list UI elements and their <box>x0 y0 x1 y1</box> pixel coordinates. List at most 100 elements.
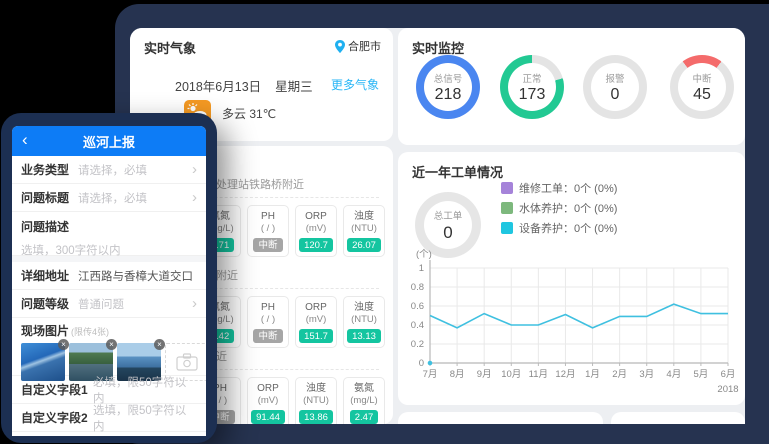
param-card: PH ( / ) 中断 <box>247 296 289 348</box>
station-title: 河处理站铁路桥附近 <box>205 179 304 191</box>
param-card: PH ( / ) 中断 <box>247 205 289 257</box>
dashboard-frame: 实时气象 合肥市 2018年6月13日 星期三 更多气象 <box>115 4 769 444</box>
workorder-panel: 近一年工单情况 总工单 0 维修工单：0个 (0%) 水体养护：0个 (0%) 设… <box>398 152 745 405</box>
site-photos-section: 现场图片 (限传4张) × × × <box>12 318 206 381</box>
param-value-badge: 2.47 <box>349 410 379 424</box>
more-weather-link[interactable]: 更多气象 <box>330 78 379 92</box>
chevron-right-icon: › <box>192 189 197 206</box>
field-label: 详细地址 <box>21 269 70 283</box>
remove-photo-icon[interactable]: × <box>106 339 117 350</box>
svg-text:0.8: 0.8 <box>411 282 424 293</box>
param-value-badge: 中断 <box>253 238 283 252</box>
param-unit: ( / ) <box>260 314 276 325</box>
field-custom-2[interactable]: 自定义字段2 选填，限50字符以内 <box>12 404 206 433</box>
param-name: 氨氮 <box>354 383 374 394</box>
param-unit: (NTU) <box>351 223 377 234</box>
field-label: 自定义字段1 <box>21 383 88 397</box>
remove-photo-icon[interactable]: × <box>154 339 165 350</box>
param-name: ORP <box>257 383 279 394</box>
param-name: PH <box>261 302 275 313</box>
field-address[interactable]: 详细地址 江西路与香樟大道交口 <box>12 262 206 290</box>
photo-thumbnail[interactable]: × <box>117 339 165 381</box>
svg-text:1月: 1月 <box>585 369 600 380</box>
field-issue-description[interactable]: 问题描述 选填，300字符以内 <box>12 212 206 257</box>
photos-label: 现场图片 <box>21 324 70 338</box>
param-value-badge: 13.13 <box>347 329 381 343</box>
svg-text:1: 1 <box>419 263 424 274</box>
partial-panel-left <box>398 412 603 424</box>
svg-text:10月: 10月 <box>501 369 521 380</box>
param-unit: ( / ) <box>260 223 276 234</box>
param-unit: (NTU) <box>351 314 377 325</box>
phone-header: ‹ 巡河上报 <box>12 126 206 156</box>
field-custom-1[interactable]: 自定义字段1 必填，限50字符以内 <box>12 376 206 405</box>
svg-text:11月: 11月 <box>529 369 548 380</box>
photo-thumbnail[interactable]: × <box>69 339 117 381</box>
field-label: 问题等级 <box>21 297 70 311</box>
param-value-badge: 26.07 <box>347 238 381 252</box>
donut-total-workorders: 总工单 0 <box>415 192 481 258</box>
svg-text:(个): (个) <box>416 249 432 260</box>
param-name: 浊度 <box>354 211 374 222</box>
param-card: ORP (mV) 91.44 <box>247 377 289 424</box>
param-name: 浊度 <box>354 302 374 313</box>
field-business-type[interactable]: 业务类型 请选择，必填 › <box>12 156 206 184</box>
legend-label: 设备养护：0个 (0%) <box>519 223 618 235</box>
param-unit: (mg/L) <box>350 395 378 406</box>
param-unit: (mV) <box>257 395 279 406</box>
field-placeholder: 普通问题 <box>78 298 124 311</box>
station-title: 氮 <box>205 338 393 351</box>
field-placeholder: 选填，300字符以内 <box>21 245 121 257</box>
city-label: 合肥市 <box>348 41 381 53</box>
station-title: 桥附近 <box>205 270 238 282</box>
param-unit: (mg/L) <box>206 314 234 325</box>
weather-date: 2018年6月13日 星期三 <box>175 80 313 94</box>
field-label: 问题标题 <box>21 191 70 205</box>
workorder-legend: 维修工单：0个 (0%) 水体养护：0个 (0%) 设备养护：0个 (0%) <box>501 178 617 238</box>
svg-text:8月: 8月 <box>450 369 465 380</box>
field-issue-title[interactable]: 问题标题 请选择，必填 › <box>12 184 206 212</box>
chevron-right-icon: › <box>192 161 197 178</box>
svg-text:12月: 12月 <box>555 369 575 380</box>
svg-text:7月: 7月 <box>423 369 438 380</box>
svg-text:0: 0 <box>419 358 424 369</box>
field-label: 自定义字段2 <box>21 411 88 425</box>
add-photo-button[interactable] <box>165 343 206 381</box>
svg-text:4月: 4月 <box>666 369 681 380</box>
legend-label: 维修工单：0个 (0%) <box>519 183 618 195</box>
phone-page-title: 巡河上报 <box>82 134 135 150</box>
svg-text:2月: 2月 <box>612 369 627 380</box>
field-issue-level[interactable]: 问题等级 普通问题 › <box>12 290 206 318</box>
svg-text:3月: 3月 <box>639 369 654 380</box>
field-placeholder: 请选择，必填 <box>78 164 147 177</box>
legend-item: 水体养护：0个 (0%) <box>501 198 617 218</box>
legend-item: 维修工单：0个 (0%) <box>501 178 617 198</box>
param-name: 浊度 <box>306 383 326 394</box>
chevron-right-icon: › <box>192 295 197 312</box>
param-name: ORP <box>305 211 327 222</box>
param-unit: ( / ) <box>212 395 228 406</box>
param-value-badge: 120.7 <box>299 238 333 252</box>
param-card: 浊度 (NTU) 13.13 <box>343 296 385 348</box>
dashed-divider <box>144 369 379 370</box>
dashed-divider <box>144 197 379 198</box>
param-name: 氨氮 <box>210 302 230 313</box>
field-placeholder: 选填，限50字符以内 <box>93 404 187 433</box>
photo-thumbnail[interactable]: × <box>21 339 69 381</box>
back-button[interactable]: ‹ <box>22 130 28 149</box>
donut-interrupted: 中断 45 <box>670 55 734 119</box>
remove-photo-icon[interactable]: × <box>58 339 69 350</box>
param-value-badge: 中断 <box>253 329 283 343</box>
field-value: 江西路与香樟大道交口 <box>78 270 193 283</box>
weather-condition: 多云 31℃ <box>222 107 277 121</box>
city-selector[interactable]: 合肥市 <box>335 38 381 54</box>
weather-title: 实时气象 <box>144 41 197 56</box>
param-card: ORP (mV) 151.7 <box>295 296 337 348</box>
section-separator <box>12 256 206 262</box>
weather-weekday: 星期三 <box>275 80 313 94</box>
legend-color-swatch <box>501 182 513 194</box>
svg-text:0.6: 0.6 <box>411 301 424 312</box>
svg-text:6月: 6月 <box>721 369 736 380</box>
param-unit: (mg/L) <box>206 223 234 234</box>
svg-text:9月: 9月 <box>477 369 492 380</box>
